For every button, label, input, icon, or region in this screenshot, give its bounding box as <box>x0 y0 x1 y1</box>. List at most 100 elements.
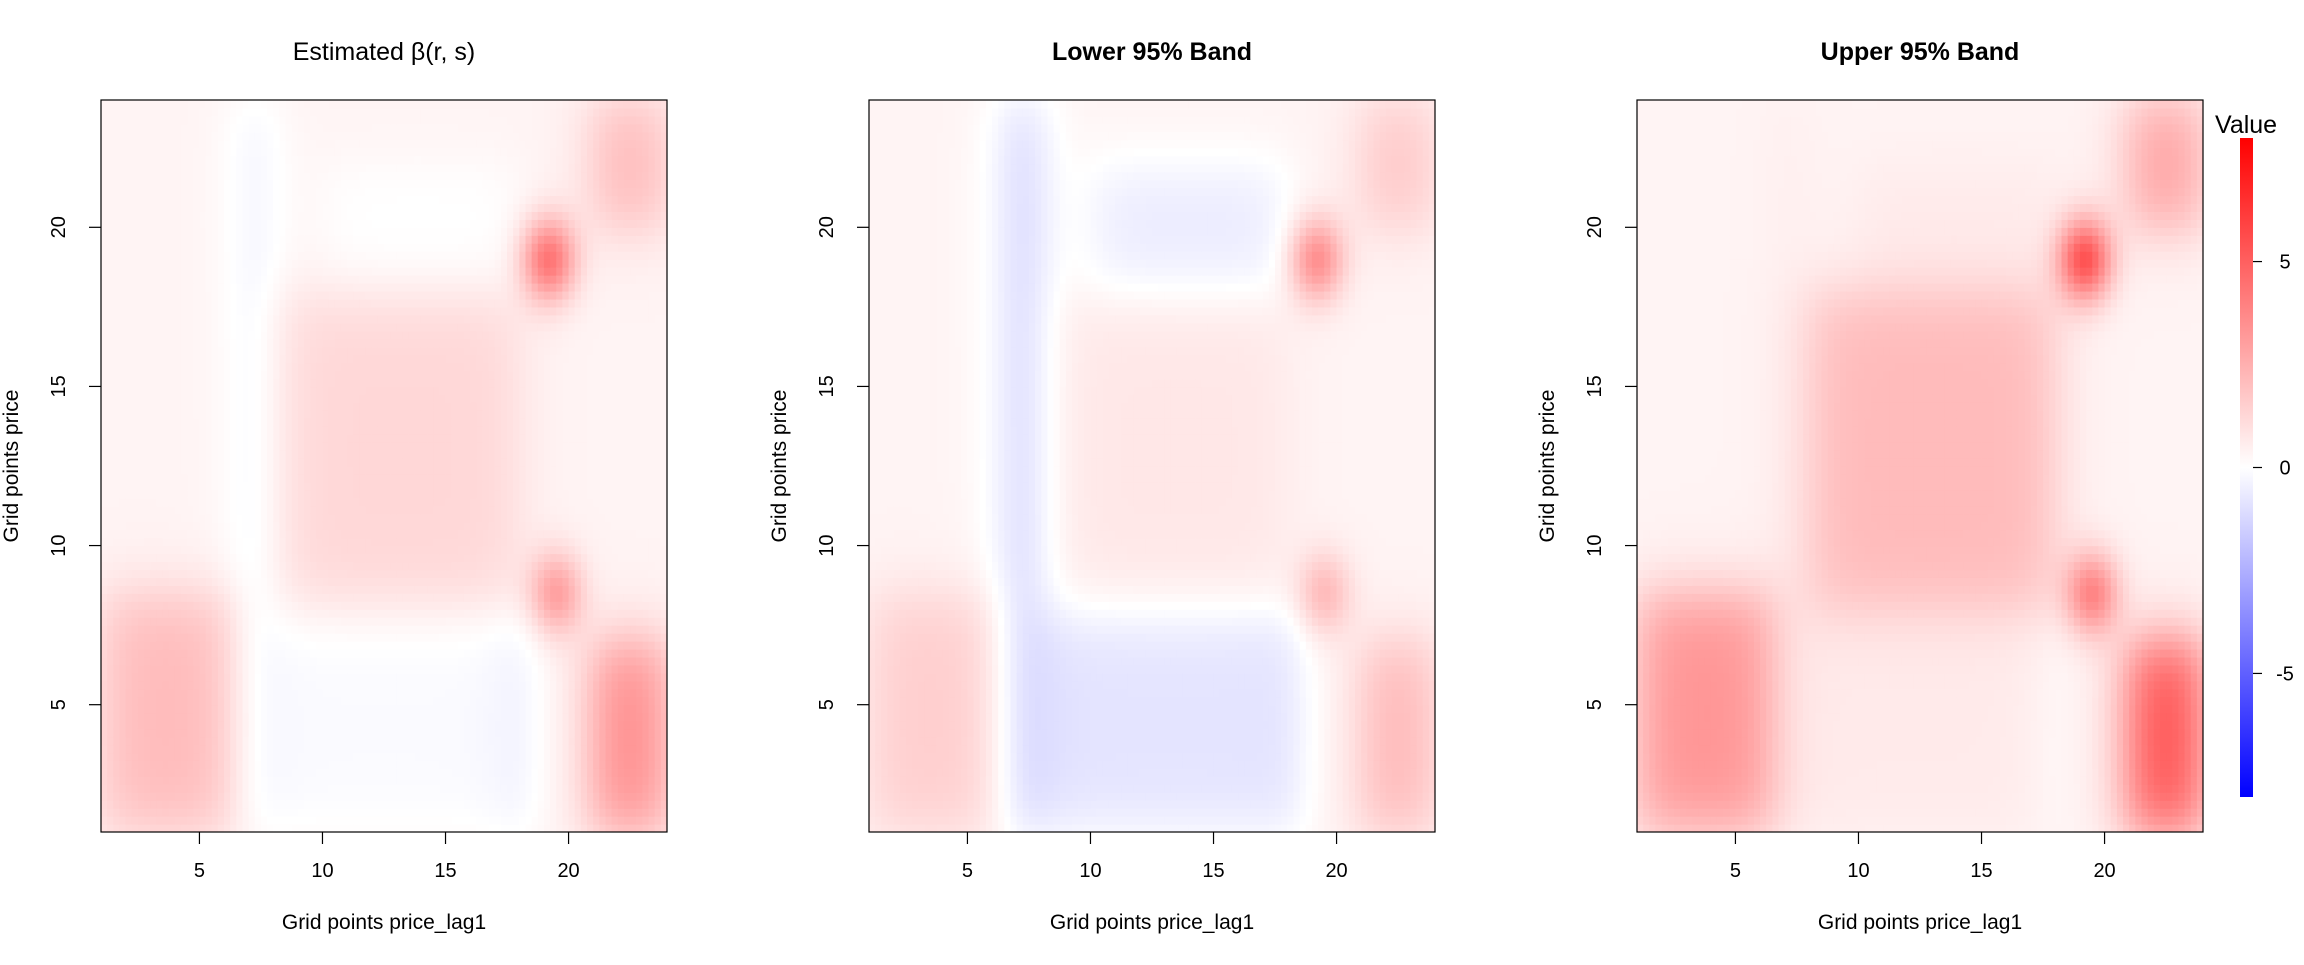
heatmap-cell <box>217 712 225 722</box>
heatmap-cell <box>260 736 268 746</box>
heatmap-cell <box>353 290 360 300</box>
heatmap-cell <box>224 824 231 832</box>
heatmap-cell <box>174 481 182 491</box>
heatmap-cell <box>205 824 213 832</box>
heatmap-cell <box>267 314 274 324</box>
heatmap-cell <box>101 816 108 825</box>
heatmap-cell <box>217 115 225 125</box>
heatmap-cell <box>384 752 391 761</box>
heatmap-cell <box>310 362 317 372</box>
heatmap-cell <box>137 537 145 547</box>
heatmap-cell <box>150 545 157 555</box>
heatmap-cell <box>211 768 219 777</box>
heatmap-cell <box>224 816 231 825</box>
heatmap-cell <box>304 235 311 244</box>
heatmap-cell <box>119 163 127 173</box>
heatmap-cell <box>254 497 262 507</box>
heatmap-cell <box>162 585 170 594</box>
heatmap-cell <box>297 497 305 507</box>
heatmap-cell <box>402 195 410 205</box>
heatmap-cell <box>131 338 139 348</box>
heatmap-cell <box>125 346 133 356</box>
heatmap-cell <box>359 370 367 380</box>
heatmap-cell <box>304 481 311 491</box>
heatmap-cell <box>322 426 330 435</box>
heatmap-cell <box>119 617 127 626</box>
heatmap-cell <box>347 545 354 555</box>
heatmap-cell <box>187 195 194 205</box>
heatmap-cell <box>168 378 176 388</box>
heatmap-cell <box>211 275 219 284</box>
heatmap-cell <box>224 370 231 380</box>
heatmap-cell <box>347 720 354 730</box>
heatmap-cell <box>427 744 434 754</box>
heatmap-cell <box>119 593 127 602</box>
heatmap-cell <box>144 577 151 586</box>
heatmap-cell <box>384 219 391 228</box>
heatmap-cell <box>408 760 416 769</box>
heatmap-cell <box>107 235 114 244</box>
heatmap-cell <box>205 195 213 205</box>
heatmap-cell <box>310 529 317 539</box>
heatmap-cell <box>211 736 219 746</box>
heatmap-cell <box>334 426 342 435</box>
heatmap-cell <box>316 275 324 284</box>
heatmap-cell <box>365 688 373 698</box>
heatmap-cell <box>310 784 317 793</box>
heatmap-cell <box>279 585 287 594</box>
heatmap-cell <box>156 672 164 682</box>
heatmap-cell <box>230 720 237 730</box>
heatmap-cell <box>310 179 317 189</box>
heatmap-cell <box>217 267 225 276</box>
heatmap-cell <box>187 489 194 499</box>
heatmap-cell <box>420 322 428 332</box>
heatmap-cell <box>150 370 157 380</box>
heatmap-cell <box>193 609 201 618</box>
heatmap-cell <box>408 649 416 658</box>
heatmap-cell <box>119 322 127 332</box>
heatmap-cell <box>101 346 108 356</box>
heatmap-cell <box>156 298 164 308</box>
heatmap-cell <box>433 816 440 825</box>
heatmap-cell <box>427 346 434 356</box>
heatmap-cell <box>267 680 274 690</box>
heatmap-cell <box>420 593 428 602</box>
heatmap-cell <box>199 243 207 252</box>
heatmap-cell <box>224 760 231 769</box>
heatmap-cell <box>340 466 348 475</box>
heatmap-cell <box>371 704 379 714</box>
heatmap-cell <box>347 656 354 666</box>
heatmap-cell <box>217 617 225 626</box>
heatmap-cell <box>340 601 348 610</box>
heatmap-cell <box>217 497 225 507</box>
heatmap-cell <box>273 426 281 435</box>
heatmap-cell <box>291 434 299 443</box>
heatmap-cell <box>131 625 139 634</box>
heatmap-cell <box>236 649 244 658</box>
heatmap-cell <box>236 211 244 220</box>
heatmap-cell <box>402 394 410 403</box>
heatmap-cell <box>334 354 342 364</box>
heatmap-cell <box>371 195 379 205</box>
heatmap-cell <box>137 641 145 650</box>
heatmap-cell <box>377 816 385 825</box>
heatmap-cell <box>144 378 151 388</box>
heatmap-cell <box>359 609 367 618</box>
heatmap-cell <box>144 283 151 292</box>
heatmap-cell <box>199 227 207 236</box>
heatmap-cell <box>236 585 244 594</box>
heatmap-cell <box>279 728 287 738</box>
heatmap-cell <box>316 394 324 403</box>
heatmap-cell <box>402 458 410 467</box>
heatmap-cell <box>384 609 391 618</box>
heatmap-cell <box>273 577 281 586</box>
heatmap-cell <box>187 171 194 181</box>
heatmap-cell <box>273 704 281 714</box>
heatmap-cell <box>340 155 348 165</box>
heatmap-cell <box>310 283 317 292</box>
heatmap-cell <box>291 346 299 356</box>
heatmap-cell <box>211 394 219 403</box>
heatmap-cell <box>384 776 391 785</box>
heatmap-cell <box>310 569 317 578</box>
heatmap-cell <box>427 298 434 308</box>
